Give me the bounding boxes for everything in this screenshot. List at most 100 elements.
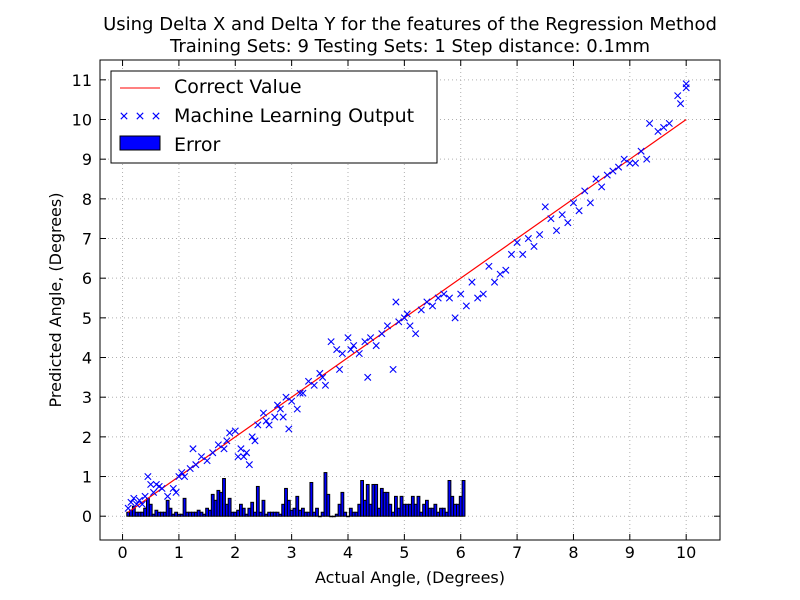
marker-stroke xyxy=(395,318,403,326)
ml-output-point xyxy=(485,262,493,270)
marker-stroke xyxy=(288,397,296,405)
marker-stroke xyxy=(223,437,231,445)
marker-stroke xyxy=(186,465,194,473)
ml-output-point xyxy=(175,472,183,481)
ml-output-point xyxy=(423,298,431,306)
marker-stroke xyxy=(507,250,516,258)
marker-stroke xyxy=(350,342,358,350)
marker-stroke xyxy=(626,159,634,167)
error-bar xyxy=(343,511,348,517)
y-tick-label: 10 xyxy=(72,111,92,130)
ml-output-point xyxy=(254,421,262,429)
ml-output-point xyxy=(234,453,242,461)
x-tick-label: 4 xyxy=(343,543,353,562)
legend-label-ml-output: Machine Learning Output xyxy=(174,105,414,127)
ml-output-point xyxy=(536,230,544,239)
marker-stroke xyxy=(214,441,222,449)
marker-stroke xyxy=(496,270,504,278)
error-bar xyxy=(168,507,173,517)
marker-stroke xyxy=(234,453,242,461)
marker-stroke xyxy=(197,453,206,461)
y-tick-label: 8 xyxy=(82,190,92,209)
ml-output-point xyxy=(237,445,245,453)
error-bar xyxy=(255,485,260,517)
ml-output-point xyxy=(220,445,228,453)
error-bar xyxy=(394,495,398,517)
marker-stroke xyxy=(338,349,346,358)
marker-stroke xyxy=(645,119,654,128)
x-tick-label: 8 xyxy=(568,543,578,562)
error-bar xyxy=(388,503,393,517)
marker-stroke xyxy=(355,349,363,358)
error-bar xyxy=(340,491,345,517)
marker-stroke xyxy=(513,238,521,247)
marker-stroke xyxy=(530,242,538,251)
marker-stroke xyxy=(462,302,470,310)
marker-stroke xyxy=(155,482,163,491)
ml-output-point xyxy=(614,163,623,171)
ml-output-point xyxy=(682,84,690,92)
legend-box xyxy=(110,70,438,164)
error-bar xyxy=(261,499,266,517)
marker-stroke xyxy=(144,472,152,481)
ml-output-point xyxy=(158,484,166,493)
marker-stroke xyxy=(660,123,668,132)
marker-stroke xyxy=(445,294,454,302)
ml-output-point xyxy=(468,278,476,286)
marker-stroke xyxy=(335,365,344,374)
marker-stroke xyxy=(364,373,372,381)
marker-stroke xyxy=(203,457,211,465)
ml-output-point xyxy=(344,334,352,342)
x-tick-label: 6 xyxy=(456,543,466,562)
marker-stroke xyxy=(138,500,146,508)
marker-stroke xyxy=(127,498,135,506)
marker-stroke xyxy=(265,421,273,429)
error-bar xyxy=(295,495,300,517)
marker-stroke xyxy=(614,163,623,171)
ml-output-point xyxy=(251,437,259,445)
x-tick-label: 0 xyxy=(117,543,127,562)
marker-stroke xyxy=(192,461,200,469)
ml-output-point xyxy=(214,441,222,449)
marker-stroke xyxy=(457,290,465,298)
marker-stroke xyxy=(310,381,318,389)
marker-stroke xyxy=(541,203,549,211)
ml-output-point xyxy=(502,266,510,274)
marker-stroke xyxy=(172,488,180,496)
error-bar xyxy=(241,507,246,517)
marker-stroke xyxy=(392,298,400,306)
ml-output-point xyxy=(147,480,155,489)
ml-output-point xyxy=(626,159,634,167)
marker-stroke xyxy=(321,381,330,389)
ml-output-point xyxy=(620,155,628,163)
error-bar xyxy=(315,507,319,517)
ml-output-point xyxy=(141,492,149,500)
marker-stroke xyxy=(676,100,685,108)
plot-frame xyxy=(99,59,721,541)
ml-output-point xyxy=(586,199,594,207)
ml-output-point xyxy=(406,322,414,330)
legend-marker xyxy=(120,112,128,120)
x-tick-label: 2 xyxy=(230,543,240,562)
ml-output-point xyxy=(519,250,527,258)
marker-stroke xyxy=(124,504,132,512)
ml-output-point xyxy=(226,429,234,437)
marker-stroke xyxy=(417,306,425,314)
marker-stroke xyxy=(304,377,313,385)
ml-output-point xyxy=(180,472,189,481)
marker-stroke xyxy=(502,266,510,274)
ml-output-point xyxy=(231,427,239,435)
error-bars xyxy=(126,472,466,518)
marker-stroke xyxy=(631,159,640,167)
y-tick-label: 3 xyxy=(82,388,92,407)
ml-output-point xyxy=(541,203,549,211)
correct-value-segment xyxy=(127,119,687,513)
marker-stroke xyxy=(158,484,166,493)
ml-output-point xyxy=(138,500,146,508)
ml-output-point xyxy=(389,365,397,374)
x-tick-label: 9 xyxy=(625,543,635,562)
marker-stroke xyxy=(524,234,532,243)
ml-output-point xyxy=(479,290,487,298)
ml-output-point xyxy=(124,504,132,512)
marker-stroke xyxy=(254,421,262,429)
